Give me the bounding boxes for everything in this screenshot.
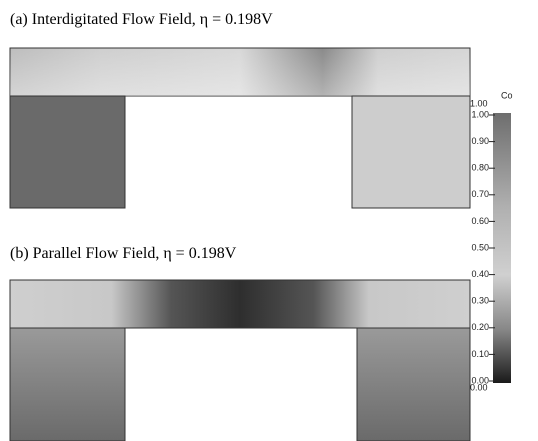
colorbar: Co 1.00 0.00 [470, 90, 513, 392]
land-right [351, 95, 471, 209]
channel [9, 279, 471, 329]
panel-a [9, 47, 471, 209]
colorbar-ramp [493, 113, 511, 383]
colorbar-tick-label: 0.50 [471, 242, 489, 252]
colorbar-min: 0.00 [470, 382, 488, 392]
channel-shade [10, 48, 470, 96]
colorbar-tick-label: 0.10 [471, 349, 489, 359]
panel-title: (b) Parallel Flow Field, η = 0.198V [10, 245, 237, 262]
colorbar-tick-label: 0.30 [471, 296, 489, 306]
colorbar-tick-label: 0.00 [471, 375, 489, 385]
land-left [9, 95, 126, 209]
panel-title: (a) Interdigitated Flow Field, η = 0.198… [10, 11, 273, 28]
colorbar-tick-label: 0.70 [471, 189, 489, 199]
colorbar-label: Co [501, 90, 513, 100]
colorbar-tick-label: 1.00 [471, 109, 489, 119]
land-right [356, 327, 471, 441]
colorbar-tick-label: 0.60 [471, 216, 489, 226]
colorbar-tick-label: 0.90 [471, 136, 489, 146]
panel-b [9, 279, 471, 441]
colorbar-tick-label: 0.80 [471, 163, 489, 173]
colorbar-tick-label: 0.40 [471, 269, 489, 279]
colorbar-tick-label: 0.20 [471, 322, 489, 332]
colorbar-max: 1.00 [470, 98, 488, 108]
land-left [9, 327, 126, 441]
